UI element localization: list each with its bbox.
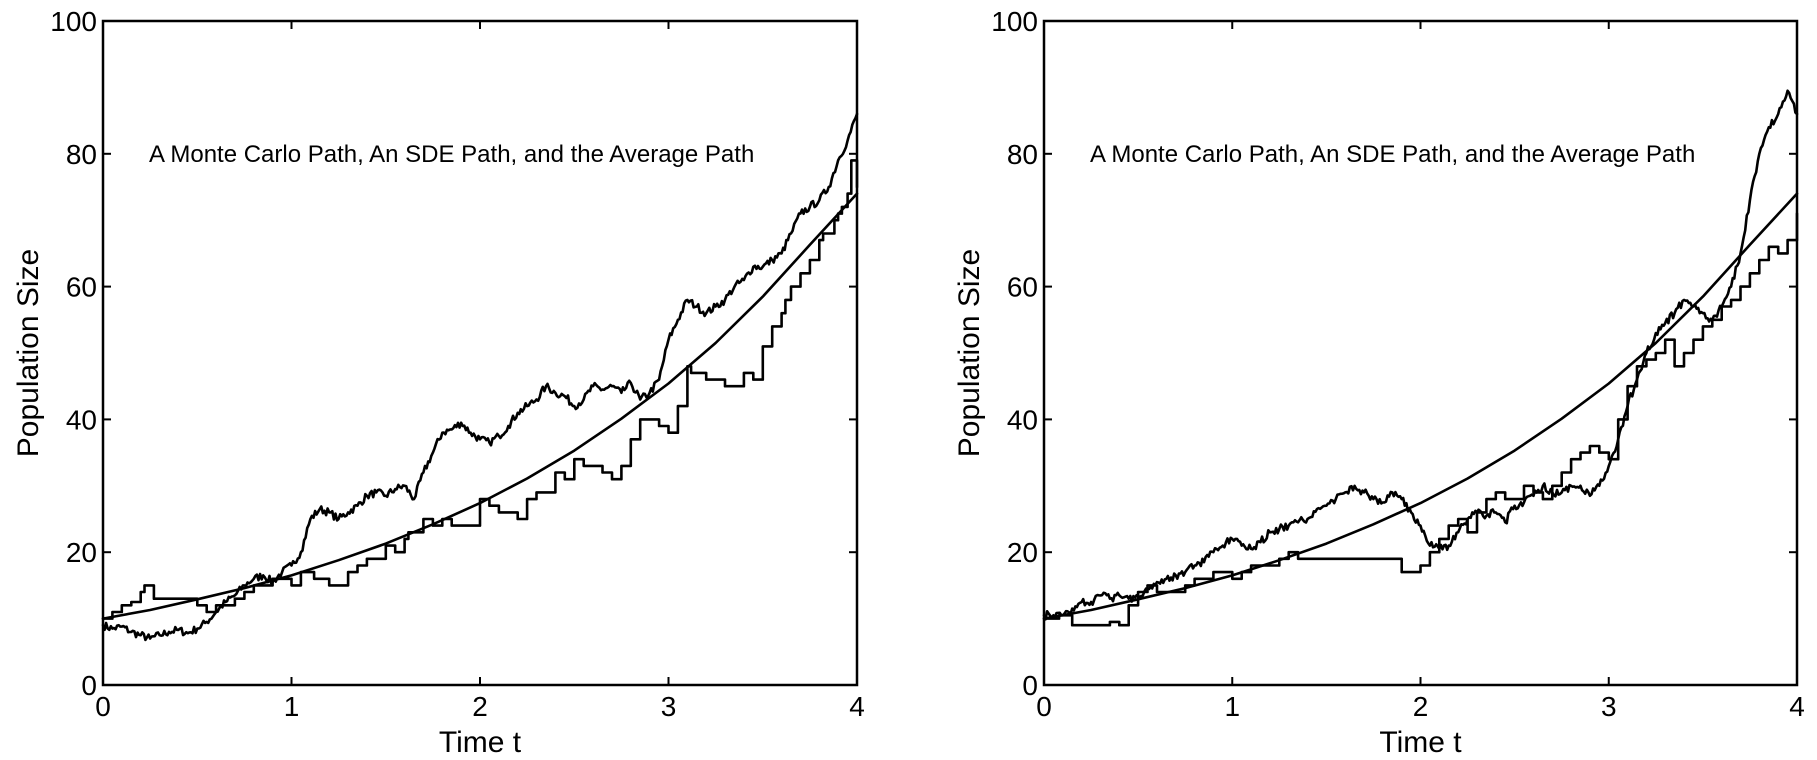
y-tick-label: 80: [1007, 139, 1038, 170]
y-axis-label: Population Size: [12, 249, 45, 457]
y-tick-label: 0: [1022, 670, 1038, 701]
y-tick-label: 80: [66, 139, 97, 170]
series-step-line: [1042, 212, 1799, 627]
x-tick-label: 2: [472, 691, 488, 722]
x-axis-label: Time t: [439, 726, 522, 759]
series-smooth-line: [101, 192, 859, 620]
chart-annotation: A Monte Carlo Path, An SDE Path, and the…: [149, 141, 754, 168]
x-tick-label: 1: [1224, 691, 1240, 722]
x-axis-label: Time t: [1379, 726, 1462, 759]
x-tick-label: 3: [1601, 691, 1617, 722]
y-tick-label: 60: [66, 272, 97, 303]
x-tick-label: 4: [1789, 691, 1805, 722]
x-tick-label: 3: [661, 691, 677, 722]
x-tick-label: 1: [284, 691, 300, 722]
y-tick-label: 20: [66, 537, 97, 568]
x-tick-label: 0: [95, 691, 111, 722]
series-noisy-line: [101, 112, 859, 642]
y-tick-label: 0: [81, 670, 97, 701]
y-axis-label: Population Size: [953, 249, 986, 457]
series-smooth-line: [1042, 192, 1799, 620]
plot-frame: [101, 19, 859, 687]
x-tick-label: 0: [1036, 691, 1052, 722]
x-tick-label: 2: [1413, 691, 1429, 722]
y-tick-label: 100: [50, 6, 97, 37]
series-noisy-line: [1042, 89, 1799, 621]
y-tick-label: 60: [1007, 272, 1038, 303]
y-tick-label: 40: [1007, 404, 1038, 435]
y-tick-label: 20: [1007, 537, 1038, 568]
chart-annotation: A Monte Carlo Path, An SDE Path, and the…: [1090, 141, 1695, 168]
y-tick-label: 100: [991, 6, 1038, 37]
y-tick-label: 40: [66, 404, 97, 435]
series-step-line: [101, 159, 859, 620]
x-tick-label: 4: [849, 691, 865, 722]
